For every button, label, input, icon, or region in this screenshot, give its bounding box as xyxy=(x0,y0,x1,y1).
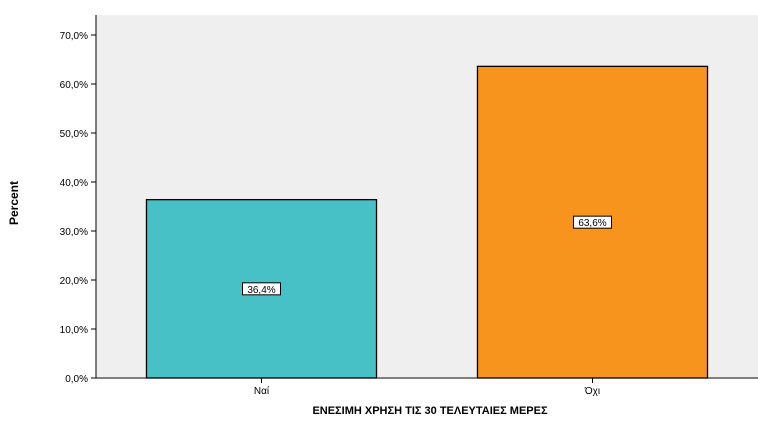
y-tick-label: 40,0% xyxy=(60,178,88,189)
y-axis-title: Percent xyxy=(7,181,21,225)
y-tick-label: 10,0% xyxy=(60,325,88,336)
y-tick-label: 50,0% xyxy=(60,129,88,140)
y-tick-label: 70,0% xyxy=(60,31,88,42)
x-axis-title: ΕΝΕΣΙΜΗ ΧΡΗΣΗ ΤΙΣ 30 ΤΕΛΕΥΤΑΙΕΣ ΜΕΡΕΣ xyxy=(312,405,548,417)
data-label-box xyxy=(242,282,281,296)
y-axis-ticks: 0,0% 10,0% 20,0% 30,0% 40,0% 50,0% 60,0% 70,0% xyxy=(60,31,96,385)
data-label: 36,4% xyxy=(247,285,275,296)
y-tick-label: 0,0% xyxy=(65,374,88,385)
x-tick-label: Όχι xyxy=(584,386,600,397)
x-tick-label: Ναί xyxy=(254,385,270,397)
x-axis-ticks: Ναί Όχι xyxy=(254,378,600,397)
data-label: 63,6% xyxy=(578,218,606,229)
data-label-box xyxy=(573,215,612,229)
bar-2 xyxy=(476,65,709,379)
bars: 36,4% 63,6% xyxy=(145,65,709,379)
y-tick-label: 20,0% xyxy=(60,276,88,287)
y-tick-label: 30,0% xyxy=(60,227,88,238)
y-tick-label: 60,0% xyxy=(60,80,88,91)
